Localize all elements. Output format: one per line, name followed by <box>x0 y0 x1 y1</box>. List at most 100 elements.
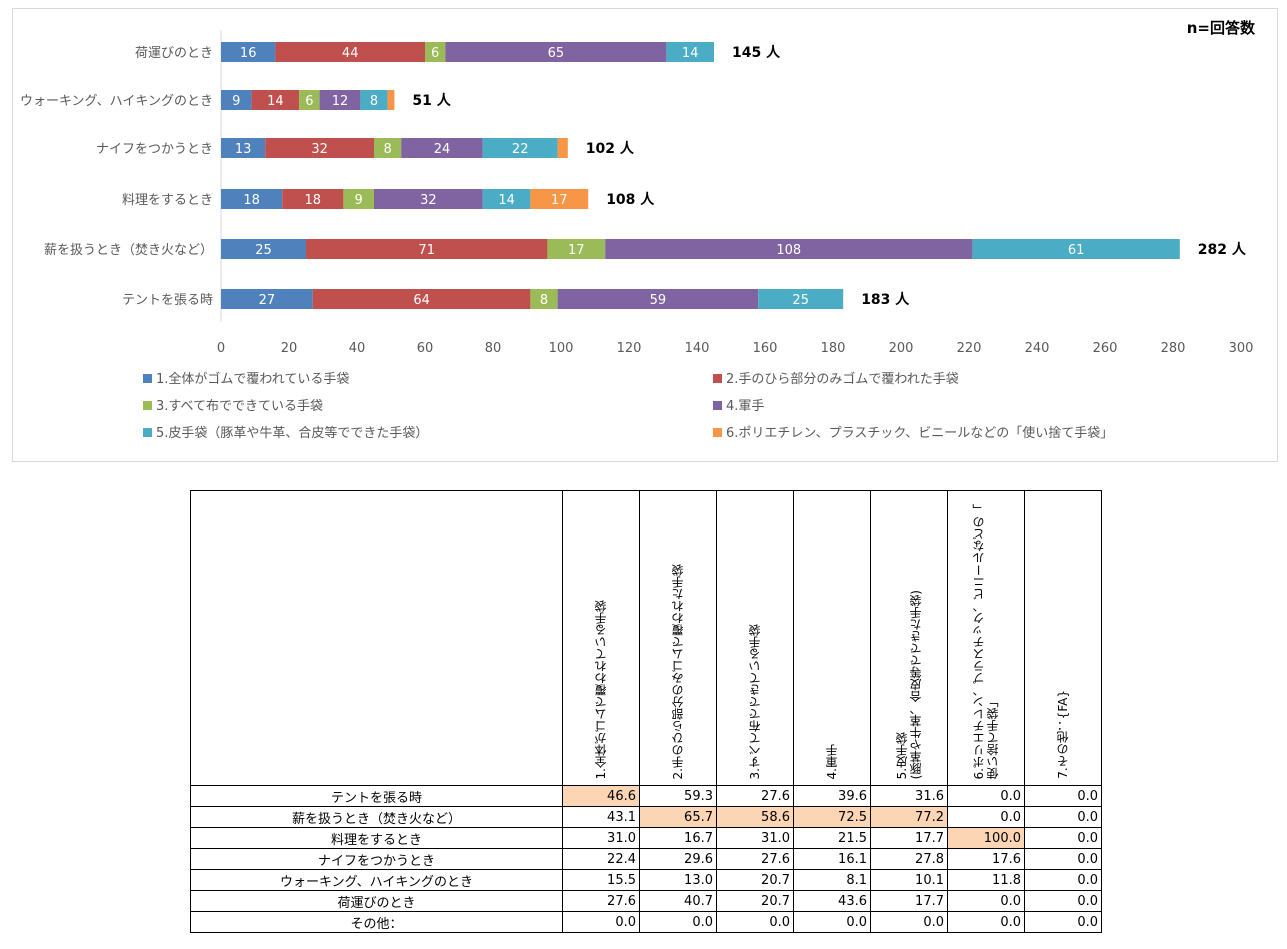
bar-segment <box>221 289 313 309</box>
sample-size-note: n=回答数 <box>1187 19 1256 37</box>
table-header-row: 1.全体がゴムで覆われている手袋 2.手のひら部分のみゴムで覆われた手袋 3.すべて… <box>190 490 1102 786</box>
row-label: ウォーキング、ハイキングのとき <box>190 869 563 891</box>
bar-data-label: 65 <box>548 46 565 61</box>
bar-segment <box>530 189 589 209</box>
row-label: 荷運びのとき <box>190 890 563 912</box>
legend-label: 3.すべて布でできている手袋 <box>156 399 323 414</box>
bar-data-label: 16 <box>240 46 257 61</box>
bar-segment <box>482 189 531 209</box>
row-label: ナイフをつかうとき <box>190 848 563 870</box>
stacked-bar-chart <box>12 8 1278 462</box>
table-cell: 20.7 <box>716 869 794 891</box>
x-tick-label: 20 <box>281 341 298 356</box>
bar-data-label: 61 <box>1068 243 1085 258</box>
table-cell: 0.0 <box>870 911 948 933</box>
table-cell: 0.0 <box>639 911 717 933</box>
category-label: 薪を扱うとき（焚き火など） <box>44 243 213 258</box>
table-cell: 27.6 <box>562 890 640 912</box>
table-cell: 0.0 <box>1024 890 1102 912</box>
bar-total-label: 102 人 <box>586 140 635 157</box>
table-cell: 16.1 <box>793 848 871 870</box>
table-cell: 0.0 <box>1024 869 1102 891</box>
bar-data-label: 14 <box>498 193 515 208</box>
table-cell: 46.6 <box>562 785 640 807</box>
bar-data-label: 108 <box>776 243 801 258</box>
header-blank <box>190 490 563 786</box>
table-cell: 0.0 <box>716 911 794 933</box>
bar-segment <box>605 239 973 259</box>
bar-data-label: 13 <box>235 142 252 157</box>
bar-segment <box>557 289 759 309</box>
x-tick-label: 80 <box>485 341 502 356</box>
bar-data-label: 6 <box>305 94 313 109</box>
bar-segment <box>547 239 606 259</box>
table-cell: 0.0 <box>562 911 640 933</box>
bar-data-label: 24 <box>434 142 451 157</box>
bar-data-label: 25 <box>255 243 272 258</box>
x-tick-label: 220 <box>957 341 982 356</box>
table-cell: 0.0 <box>1024 848 1102 870</box>
bar-data-label: 71 <box>418 243 435 258</box>
x-tick-label: 60 <box>417 341 434 356</box>
table-cell: 31.0 <box>562 827 640 849</box>
bar-segment <box>374 189 483 209</box>
bar-data-label: 25 <box>792 293 809 308</box>
table-cell: 16.7 <box>639 827 717 849</box>
row-label: 薪を扱うとき（焚き火など） <box>190 806 563 828</box>
bar-segment <box>319 90 361 110</box>
x-tick-label: 0 <box>217 341 225 356</box>
table-row: テントを張る時 46.6 59.3 27.6 39.6 31.6 0.0 0.0 <box>190 785 1102 807</box>
column-header-text: 1.全体がゴムで覆われている手袋 <box>594 599 608 779</box>
bar-data-label: 6 <box>431 46 439 61</box>
legend-label: 2.手のひら部分のみゴムで覆われた手袋 <box>726 371 959 387</box>
category-label: ウォーキング、ハイキングのとき <box>20 94 213 109</box>
x-tick-label: 140 <box>685 341 710 356</box>
table-cell: 11.8 <box>947 869 1025 891</box>
table-row: 料理をするとき 31.0 16.7 31.0 21.5 17.7 100.0 0.0 <box>190 827 1102 849</box>
category-label: テントを張る時 <box>122 293 213 308</box>
bar-segment <box>282 189 344 209</box>
table-row: 薪を扱うとき（焚き火など） 43.1 65.7 58.6 72.5 77.2 0.0 0.0 <box>190 806 1102 828</box>
bar-segment <box>360 90 388 110</box>
column-header-text: 2.手のひら部分のみゴムで覆われた手袋 <box>671 563 685 779</box>
x-tick-label: 260 <box>1093 341 1118 356</box>
bar-segment <box>445 42 667 62</box>
bar-segment <box>221 90 252 110</box>
table-cell: 29.6 <box>639 848 717 870</box>
x-tick-label: 240 <box>1025 341 1050 356</box>
table-cell: 0.0 <box>947 890 1025 912</box>
bar-segment <box>275 42 425 62</box>
legend-swatch <box>713 428 722 437</box>
x-tick-label: 180 <box>821 341 846 356</box>
table-cell: 17.7 <box>870 890 948 912</box>
bar-segment <box>557 138 568 158</box>
bar-segment <box>530 289 558 309</box>
table-cell: 22.4 <box>562 848 640 870</box>
table-cell: 8.1 <box>793 869 871 891</box>
category-label: 荷運びのとき <box>135 46 213 61</box>
bar-total-label: 183 人 <box>861 291 910 308</box>
column-header-text: 6.ポリエチレン、プラスチック、ビニールなどの「 使い捨て手袋」 <box>972 503 1000 779</box>
table-row: その他： 0.0 0.0 0.0 0.0 0.0 0.0 0.0 <box>190 911 1102 933</box>
table-cell: 43.6 <box>793 890 871 912</box>
table-cell: 0.0 <box>947 911 1025 933</box>
table-cell: 58.6 <box>716 806 794 828</box>
table-cell: 17.7 <box>870 827 948 849</box>
table-cell: 0.0 <box>1024 785 1102 807</box>
table-cell: 31.0 <box>716 827 794 849</box>
table-cell: 0.0 <box>947 806 1025 828</box>
table-cell: 65.7 <box>639 806 717 828</box>
x-tick-label: 280 <box>1161 341 1186 356</box>
column-header: 3.すべて布でできている手袋 <box>716 490 794 786</box>
bar-data-label: 18 <box>305 193 322 208</box>
column-header: 7.その他：{FA} <box>1024 490 1102 786</box>
table-cell: 43.1 <box>562 806 640 828</box>
table-cell: 59.3 <box>639 785 717 807</box>
bar-data-label: 22 <box>512 142 529 157</box>
bar-total-label: 145 人 <box>732 44 781 61</box>
bar-total-label: 51 人 <box>412 92 451 109</box>
legend-swatch <box>143 374 152 383</box>
bar-data-label: 59 <box>650 293 667 308</box>
column-header-text: 4.軍手 <box>825 743 839 779</box>
